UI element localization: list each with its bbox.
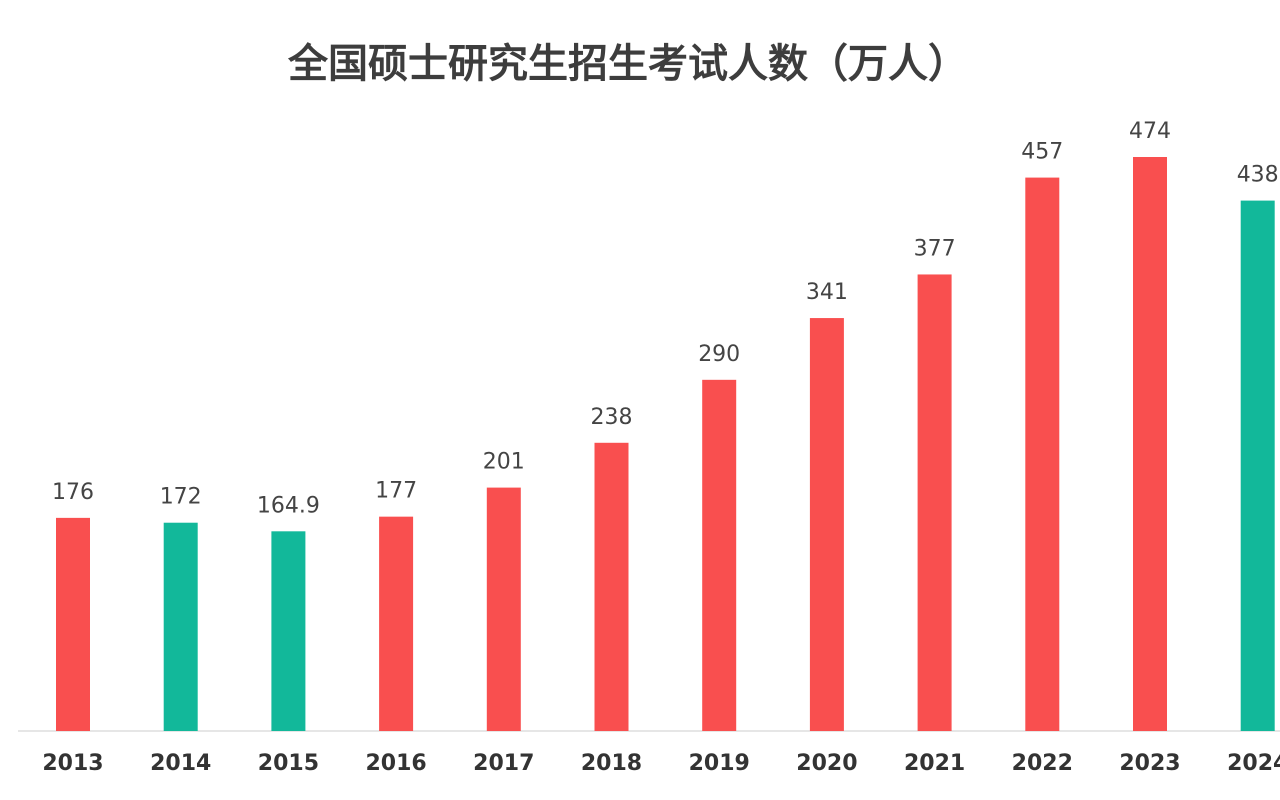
bar xyxy=(917,274,952,731)
value-label: 164.9 xyxy=(257,493,320,518)
x-tick-label: 2019 xyxy=(689,751,750,776)
value-label: 176 xyxy=(52,480,94,505)
bar xyxy=(163,522,198,731)
x-tick-label: 2013 xyxy=(42,751,103,776)
value-label: 438 xyxy=(1237,163,1279,188)
bar xyxy=(594,442,629,731)
bar xyxy=(486,487,521,731)
x-tick-label: 2017 xyxy=(473,751,534,776)
x-tick-label: 2024 xyxy=(1227,751,1280,776)
x-tick-label: 2020 xyxy=(796,751,857,776)
bar xyxy=(1133,157,1167,731)
bar xyxy=(702,379,737,731)
value-label: 177 xyxy=(375,479,417,504)
bar xyxy=(379,516,414,731)
bar xyxy=(1240,200,1275,731)
value-label: 341 xyxy=(806,280,848,305)
x-tick-label: 2015 xyxy=(258,751,319,776)
chart-title: 全国硕士研究生招生考试人数（万人） xyxy=(287,41,968,87)
x-tick-label: 2014 xyxy=(150,751,211,776)
value-label: 238 xyxy=(591,405,633,430)
value-label: 474 xyxy=(1129,119,1171,144)
x-tick-label: 2021 xyxy=(904,751,965,776)
value-label: 172 xyxy=(160,485,202,510)
bar xyxy=(56,517,90,731)
value-label: 377 xyxy=(914,236,956,261)
value-label: 201 xyxy=(483,450,525,475)
x-tick-label: 2022 xyxy=(1012,751,1073,776)
bar xyxy=(1025,177,1060,732)
value-label: 290 xyxy=(698,342,740,367)
bar xyxy=(271,531,306,731)
x-tick-label: 2023 xyxy=(1119,751,1180,776)
x-tick-label: 2018 xyxy=(581,751,642,776)
value-label: 457 xyxy=(1021,140,1063,165)
bar xyxy=(809,318,844,731)
x-tick-label: 2016 xyxy=(365,751,426,776)
